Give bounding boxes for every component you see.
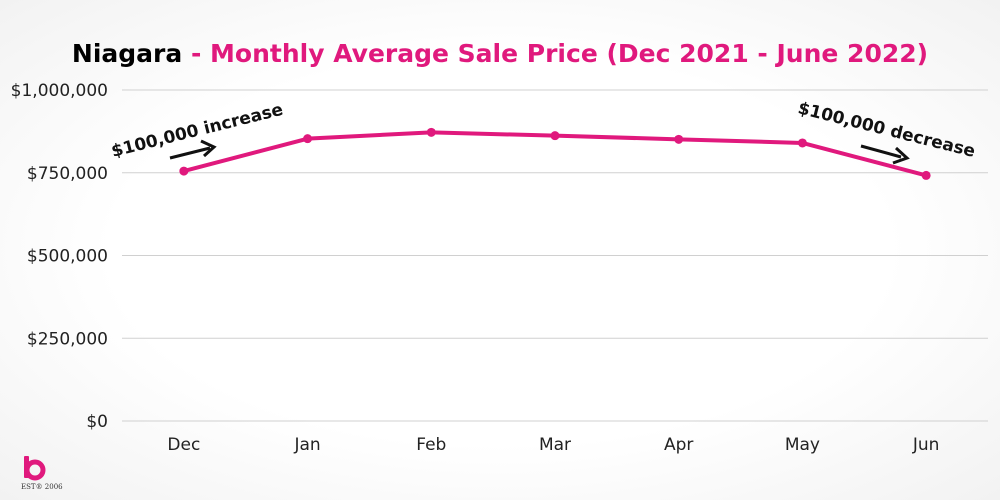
data-point [921,170,931,180]
x-tick-label: Feb [416,435,446,455]
y-tick-label: $0 [86,412,108,432]
x-tick-label: Jan [293,435,320,455]
brand-logo-est: EST® 2006 [21,483,63,491]
x-tick-label: May [785,435,820,455]
gridlines [122,89,988,422]
brand-logo: EST® 2006 [21,456,63,491]
data-point [303,134,313,144]
brand-logo-icon [24,456,46,481]
annotation-decrease: $100,000 decrease [796,98,977,165]
y-tick-label: $1,000,000 [11,81,108,101]
title-region: Niagara [72,39,182,68]
title-subtitle: Monthly Average Sale Price (Dec 2021 - J… [210,39,928,68]
y-tick-label: $750,000 [27,164,108,184]
chart-title: Niagara - Monthly Average Sale Price (De… [72,39,928,68]
series-points [179,127,931,180]
title-separator: - [182,39,210,68]
data-point [179,166,189,176]
annotation-increase-arrow-icon [169,139,217,160]
data-point [426,127,436,137]
x-tick-label: Dec [167,435,200,455]
annotation-decrease-arrow-icon [860,144,910,165]
data-point [797,138,807,148]
data-point [550,131,560,141]
y-axis-ticks: $0 $250,000 $500,000 $750,000 $1,000,000 [11,81,108,432]
y-tick-label: $500,000 [27,247,108,267]
x-axis-ticks: Dec Jan Feb Mar Apr May Jun [167,435,939,455]
x-tick-label: Apr [664,435,693,455]
x-tick-label: Mar [539,435,571,455]
y-tick-label: $250,000 [27,329,108,349]
x-tick-label: Jun [912,435,940,455]
data-point [674,134,684,144]
